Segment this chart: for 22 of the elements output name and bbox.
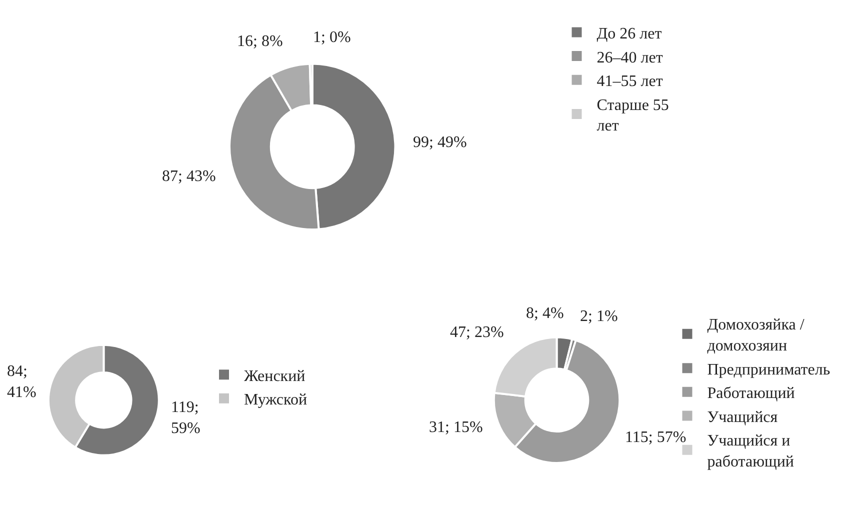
- legend-label: Мужской: [244, 392, 308, 409]
- data-label: 8; 4%: [526, 305, 564, 322]
- data-label: 31; 15%: [429, 419, 483, 436]
- legend-label: 41–55 лет: [596, 73, 663, 90]
- data-label: 87; 43%: [162, 168, 216, 185]
- legend-label: Учащийся и работающий: [707, 432, 794, 471]
- data-label: 115; 57%: [625, 429, 686, 446]
- data-label: 1; 0%: [313, 29, 351, 46]
- legend-label: До 26 лет: [596, 25, 662, 42]
- legend-label: Предприниматель: [707, 361, 830, 378]
- data-label: 47; 23%: [450, 324, 504, 341]
- legend-label: Учащийся: [707, 408, 778, 426]
- legend-label: Работающий: [707, 385, 796, 402]
- data-label: 119; 59%: [171, 399, 200, 437]
- legend-label: Домохозяйка / домохозяин: [707, 316, 805, 355]
- legend-label: Женский: [244, 368, 306, 385]
- data-label: 84; 41%: [7, 363, 36, 401]
- data-label: 99; 49%: [413, 134, 467, 151]
- legend-label: Старше 55 лет: [596, 96, 669, 135]
- data-label: 2; 1%: [580, 308, 618, 325]
- data-label: 16; 8%: [237, 33, 283, 50]
- legend-label: 26–40 лет: [596, 49, 663, 66]
